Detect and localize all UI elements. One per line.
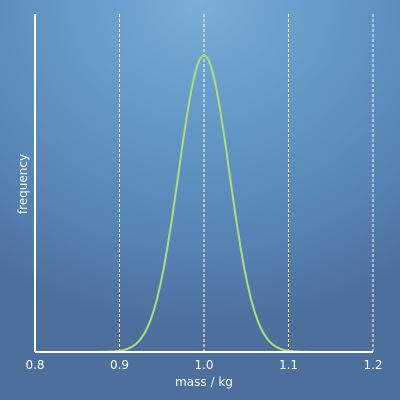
axes-layer [34,14,373,353]
grid-layer [119,14,374,352]
x-tick-label: 0.8 [25,358,44,372]
x-tick-label: 0.9 [110,358,129,372]
x-tick-label: 1.0 [194,358,213,372]
y-axis-label: frequency [16,154,30,214]
x-axis-label: mass / kg [175,375,233,389]
tick-layer: 0.8 0.9 1.0 1.1 1.2 [25,358,382,372]
x-tick-label: 1.2 [363,358,382,372]
x-tick-label: 1.1 [279,358,298,372]
